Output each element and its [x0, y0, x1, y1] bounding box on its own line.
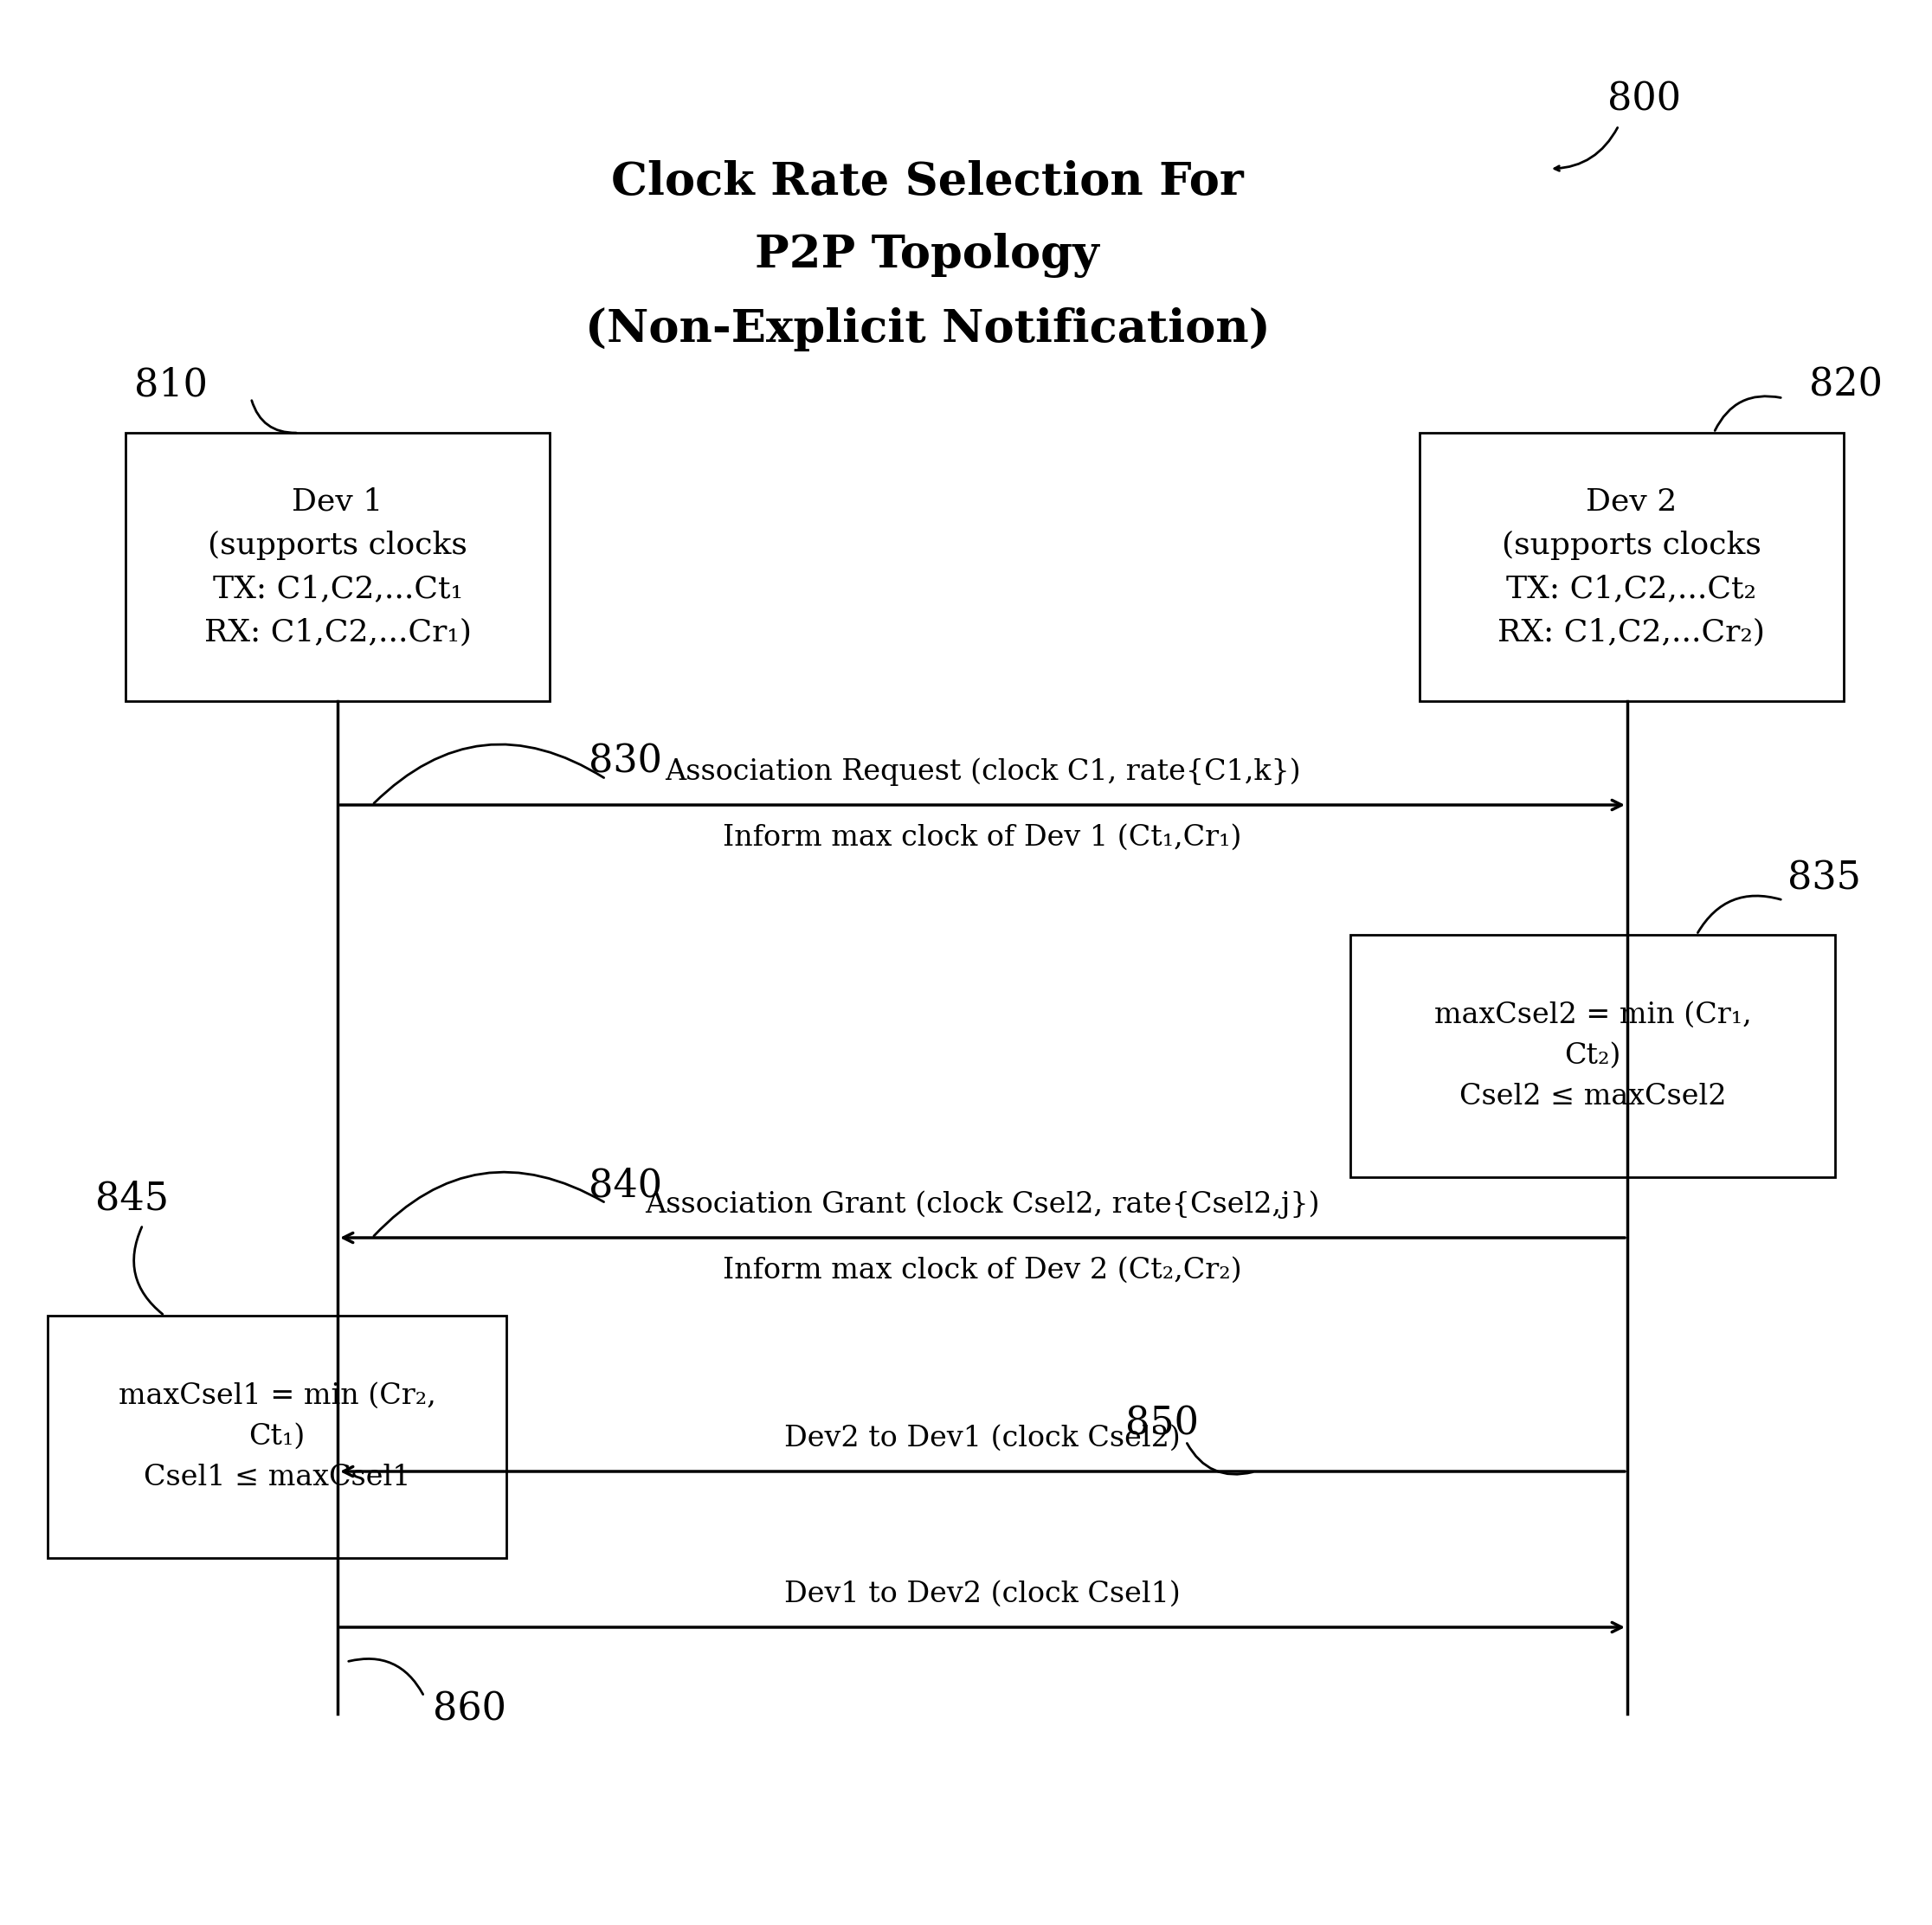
FancyArrowPatch shape	[375, 1172, 605, 1236]
Text: 850: 850	[1124, 1405, 1200, 1442]
Text: Dev1 to Dev2 (clock Csel1): Dev1 to Dev2 (clock Csel1)	[784, 1580, 1180, 1607]
FancyArrowPatch shape	[133, 1226, 162, 1315]
Bar	[126, 433, 549, 701]
Text: 860: 860	[433, 1690, 506, 1729]
Text: Association Request (clock C1, rate{C1,k}): Association Request (clock C1, rate{C1,k…	[665, 758, 1300, 785]
Text: 845: 845	[95, 1180, 168, 1217]
Text: maxCsel2 = min (Cr₁,
Ct₂)
Csel2 ≤ maxCsel2: maxCsel2 = min (Cr₁, Ct₂) Csel2 ≤ maxCse…	[1434, 1001, 1752, 1111]
Text: Clock Rate Selection For: Clock Rate Selection For	[611, 160, 1244, 204]
Text: Inform max clock of Dev 2 (Ct₂,Cr₂): Inform max clock of Dev 2 (Ct₂,Cr₂)	[723, 1257, 1242, 1284]
Bar	[1420, 433, 1843, 701]
FancyArrowPatch shape	[1186, 1444, 1252, 1475]
FancyArrowPatch shape	[348, 1659, 423, 1694]
Text: 830: 830	[589, 743, 663, 780]
Text: 800: 800	[1607, 81, 1681, 117]
Bar	[48, 1315, 506, 1557]
FancyArrowPatch shape	[1716, 397, 1781, 431]
Text: (Non-Explicit Notification): (Non-Explicit Notification)	[585, 306, 1269, 350]
Text: 820: 820	[1808, 366, 1882, 404]
FancyArrowPatch shape	[251, 400, 296, 433]
Bar	[1350, 936, 1835, 1178]
Text: Inform max clock of Dev 1 (Ct₁,Cr₁): Inform max clock of Dev 1 (Ct₁,Cr₁)	[723, 824, 1242, 851]
Text: maxCsel1 = min (Cr₂,
Ct₁)
Csel1 ≤ maxCsel1: maxCsel1 = min (Cr₂, Ct₁) Csel1 ≤ maxCse…	[118, 1382, 437, 1492]
Text: Dev 2
(supports clocks
TX: C1,C2,...Ct₂
RX: C1,C2,...Cr₂): Dev 2 (supports clocks TX: C1,C2,...Ct₂ …	[1497, 487, 1766, 647]
Text: 810: 810	[133, 366, 209, 404]
FancyArrowPatch shape	[375, 745, 605, 803]
Text: Association Grant (clock Csel2, rate{Csel2,j}): Association Grant (clock Csel2, rate{Cse…	[645, 1190, 1320, 1219]
Text: 835: 835	[1787, 860, 1861, 897]
Text: P2P Topology: P2P Topology	[755, 233, 1099, 277]
Text: Dev2 to Dev1 (clock Csel2): Dev2 to Dev1 (clock Csel2)	[784, 1424, 1180, 1451]
Text: Dev 1
(supports clocks
TX: C1,C2,...Ct₁
RX: C1,C2,...Cr₁): Dev 1 (supports clocks TX: C1,C2,...Ct₁ …	[205, 487, 471, 647]
Text: 840: 840	[589, 1167, 663, 1205]
FancyArrowPatch shape	[1698, 895, 1781, 934]
